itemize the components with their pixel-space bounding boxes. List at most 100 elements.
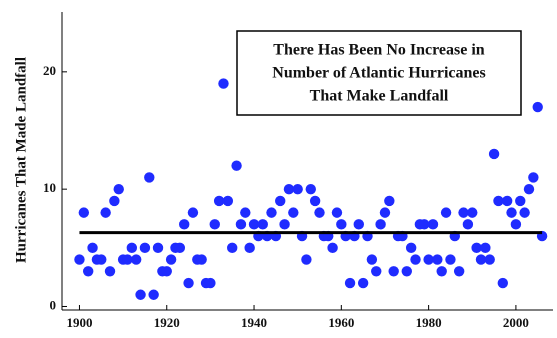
point <box>209 219 220 230</box>
point <box>292 183 303 195</box>
point <box>218 78 229 89</box>
point <box>222 195 234 207</box>
point <box>130 254 142 265</box>
title-box <box>236 30 522 116</box>
point <box>462 219 474 230</box>
point <box>309 195 321 207</box>
point <box>196 254 207 265</box>
point <box>471 242 482 254</box>
y-tick-label: 0 <box>50 297 57 312</box>
point <box>139 242 151 254</box>
point <box>453 266 465 277</box>
point <box>148 289 159 300</box>
point <box>497 277 509 289</box>
point <box>506 207 517 218</box>
point <box>283 183 295 195</box>
point <box>388 266 399 277</box>
x-tick-label: 1980 <box>416 315 442 330</box>
point <box>305 183 316 195</box>
x-tick-label: 1960 <box>328 315 354 330</box>
point <box>401 266 412 277</box>
point <box>288 207 299 218</box>
point <box>82 266 94 277</box>
point <box>427 219 439 230</box>
point <box>74 254 85 265</box>
point <box>144 172 155 183</box>
point <box>205 277 216 289</box>
point <box>174 242 186 254</box>
point <box>235 219 247 230</box>
point <box>213 195 225 207</box>
point <box>375 219 386 230</box>
point <box>331 207 343 218</box>
y-tick-label: 10 <box>43 180 56 195</box>
x-tick-label: 1920 <box>154 315 180 330</box>
point <box>113 183 124 195</box>
point <box>122 254 133 265</box>
point <box>279 219 290 230</box>
point <box>405 242 417 254</box>
point <box>301 254 312 265</box>
point <box>161 266 172 277</box>
point <box>436 266 447 277</box>
point <box>379 207 391 218</box>
point <box>165 254 177 265</box>
point <box>484 254 495 265</box>
title-line: Number of Atlantic Hurricanes <box>272 65 485 82</box>
point <box>100 207 111 218</box>
x-tick-label: 2000 <box>503 315 529 330</box>
point <box>179 219 190 230</box>
point <box>519 207 530 218</box>
point <box>135 289 146 300</box>
point <box>244 242 255 254</box>
point <box>152 242 164 254</box>
point <box>353 219 364 230</box>
point <box>248 219 260 230</box>
y-axis-label: Hurricanes That Made Landfall <box>13 57 29 263</box>
point <box>366 254 378 265</box>
point <box>528 172 539 183</box>
point <box>357 277 369 289</box>
x-tick-label: 1940 <box>241 315 267 330</box>
point <box>187 207 199 218</box>
point <box>532 101 543 113</box>
point <box>336 219 347 230</box>
point <box>501 195 513 207</box>
point <box>515 195 526 207</box>
point <box>480 242 491 254</box>
x-tick-label: 1900 <box>66 315 92 330</box>
point <box>440 207 452 218</box>
point <box>87 242 98 254</box>
point <box>458 207 469 218</box>
point <box>104 266 116 277</box>
point <box>423 254 434 265</box>
title-line: That Make Landfall <box>310 88 449 105</box>
point <box>275 195 286 207</box>
point <box>78 207 90 218</box>
point <box>493 195 504 207</box>
point <box>126 242 138 254</box>
point <box>488 148 500 160</box>
point <box>231 160 242 171</box>
point <box>227 242 238 254</box>
point <box>523 183 535 195</box>
point <box>240 207 251 218</box>
point <box>257 219 268 230</box>
point <box>327 242 338 254</box>
point <box>445 254 456 265</box>
point <box>96 254 107 265</box>
point <box>314 207 325 218</box>
point <box>344 277 356 289</box>
point <box>371 266 382 277</box>
y-tick-label: 20 <box>43 63 56 78</box>
point <box>266 207 277 218</box>
point <box>410 254 421 265</box>
title-line: There Has Been No Increase in <box>273 42 485 59</box>
point <box>467 207 478 218</box>
point <box>419 219 430 230</box>
point <box>510 219 522 230</box>
point <box>432 254 443 265</box>
point <box>183 277 194 289</box>
